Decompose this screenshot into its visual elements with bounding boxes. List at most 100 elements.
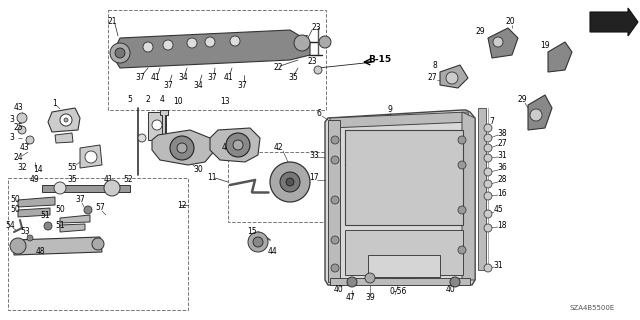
Circle shape: [331, 156, 339, 164]
Circle shape: [484, 264, 492, 272]
Text: 32: 32: [17, 164, 27, 172]
Text: 37: 37: [163, 81, 173, 90]
Text: 2: 2: [146, 95, 150, 105]
Text: 42: 42: [273, 143, 283, 153]
Text: 27: 27: [497, 139, 507, 148]
Text: 46: 46: [240, 143, 250, 153]
Text: 3: 3: [10, 133, 15, 142]
Text: 51: 51: [55, 220, 65, 229]
Polygon shape: [328, 120, 340, 282]
Circle shape: [270, 162, 310, 202]
Circle shape: [170, 136, 194, 160]
Circle shape: [484, 124, 492, 132]
Text: 45: 45: [493, 205, 503, 214]
Text: 47: 47: [345, 293, 355, 302]
Polygon shape: [42, 185, 130, 192]
Circle shape: [54, 182, 66, 194]
Text: 28: 28: [497, 175, 507, 185]
Circle shape: [319, 36, 331, 48]
Circle shape: [294, 35, 310, 51]
Text: 5: 5: [127, 95, 132, 105]
Circle shape: [365, 273, 375, 283]
Polygon shape: [160, 110, 168, 135]
Text: 40: 40: [333, 285, 343, 294]
Text: 52: 52: [123, 175, 133, 185]
Text: 41: 41: [223, 74, 233, 83]
Text: 57: 57: [95, 204, 105, 212]
Circle shape: [458, 246, 466, 254]
Circle shape: [85, 151, 97, 163]
Text: 14: 14: [33, 165, 43, 174]
Text: 29: 29: [475, 28, 485, 36]
Text: 17: 17: [309, 173, 319, 182]
Circle shape: [248, 232, 268, 252]
Circle shape: [115, 48, 125, 58]
Text: 18: 18: [497, 220, 507, 229]
Text: 0-56: 0-56: [389, 287, 406, 297]
Bar: [8, 178, 188, 310]
Circle shape: [230, 36, 240, 46]
Circle shape: [331, 196, 339, 204]
Circle shape: [152, 120, 162, 130]
Circle shape: [446, 72, 458, 84]
Circle shape: [10, 238, 26, 254]
Text: 9: 9: [388, 106, 392, 115]
Text: 37: 37: [135, 74, 145, 83]
Text: 39: 39: [365, 293, 375, 302]
Text: FR.: FR.: [603, 17, 621, 27]
Text: SZA4B5500E: SZA4B5500E: [570, 305, 614, 311]
Text: 40: 40: [445, 285, 455, 294]
Polygon shape: [112, 30, 310, 68]
Circle shape: [226, 133, 250, 157]
Text: 10: 10: [173, 98, 183, 107]
Text: 3: 3: [10, 116, 15, 124]
Circle shape: [84, 206, 92, 214]
Text: 29: 29: [517, 95, 527, 105]
Circle shape: [458, 161, 466, 169]
Circle shape: [18, 126, 26, 134]
Text: 36: 36: [497, 164, 507, 172]
Polygon shape: [548, 42, 572, 72]
Circle shape: [286, 178, 294, 186]
Circle shape: [484, 134, 492, 142]
Circle shape: [484, 210, 492, 218]
Circle shape: [92, 238, 104, 250]
Circle shape: [484, 180, 492, 188]
Circle shape: [110, 43, 130, 63]
Polygon shape: [330, 278, 470, 285]
Bar: [345, 230, 463, 275]
Circle shape: [233, 140, 243, 150]
Text: 31: 31: [497, 150, 507, 159]
Text: 43: 43: [20, 143, 30, 153]
Bar: [368, 255, 440, 277]
Text: 6: 6: [317, 108, 321, 117]
Text: 50: 50: [10, 196, 20, 204]
Circle shape: [331, 136, 339, 144]
Polygon shape: [80, 145, 102, 168]
Text: 50: 50: [55, 205, 65, 214]
Circle shape: [484, 192, 492, 200]
Circle shape: [493, 37, 503, 47]
Bar: [148, 112, 166, 140]
Text: 1: 1: [52, 99, 58, 108]
Text: 41: 41: [150, 74, 160, 83]
Text: 19: 19: [540, 41, 550, 50]
Circle shape: [530, 109, 542, 121]
Circle shape: [314, 66, 322, 74]
Text: 48: 48: [35, 247, 45, 257]
Text: 34: 34: [193, 81, 203, 90]
Polygon shape: [60, 215, 90, 223]
Circle shape: [27, 235, 33, 241]
Circle shape: [177, 143, 187, 153]
Text: 35: 35: [288, 74, 298, 83]
Polygon shape: [478, 108, 486, 270]
Circle shape: [143, 42, 153, 52]
Circle shape: [17, 113, 27, 123]
Text: 21: 21: [108, 18, 116, 27]
Text: 23: 23: [307, 58, 317, 67]
Text: 27: 27: [427, 74, 437, 83]
Text: 24: 24: [13, 154, 23, 163]
Text: 37: 37: [237, 81, 247, 90]
Polygon shape: [60, 224, 85, 232]
Text: B-15: B-15: [369, 55, 392, 65]
